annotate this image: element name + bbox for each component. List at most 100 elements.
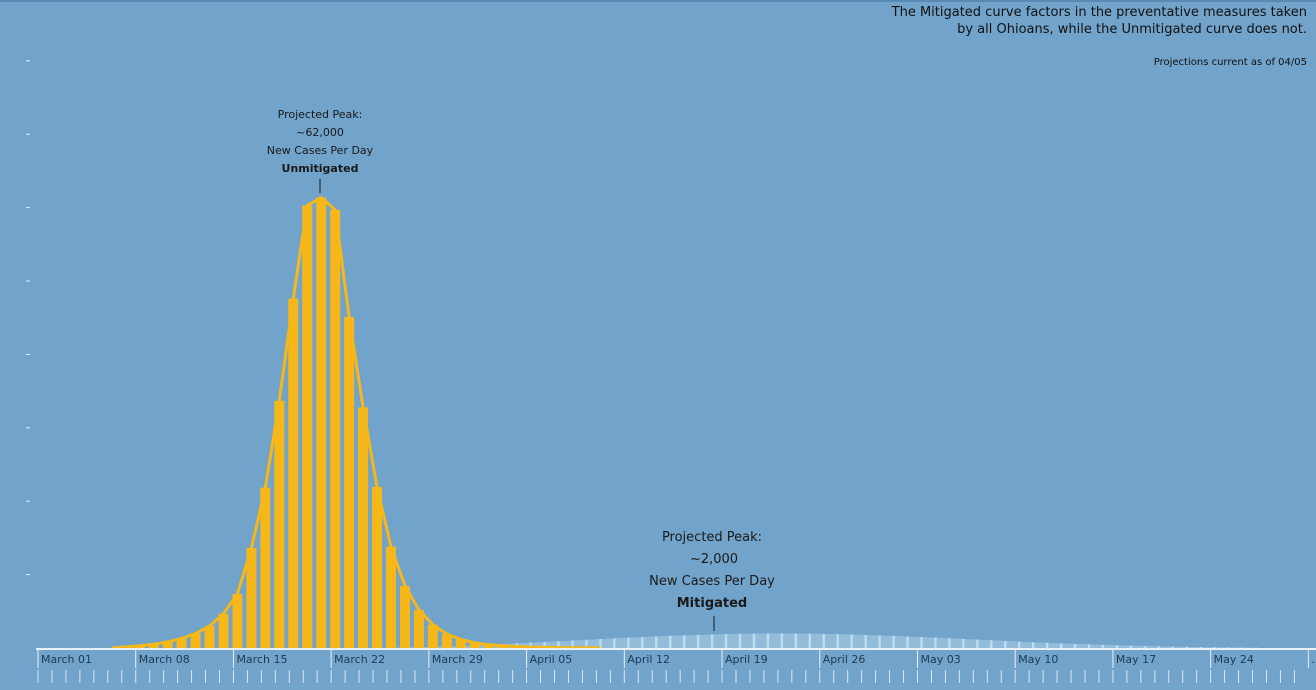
x-tick-label: March 01	[41, 653, 92, 666]
mitigated-bar	[696, 634, 700, 648]
unmitigated-annotation-label: Unmitigated	[282, 162, 359, 175]
mitigated-bar	[1157, 646, 1160, 648]
mitigated-bar	[571, 640, 574, 648]
unmitigated-annotation-line-3: New Cases Per Day	[267, 144, 374, 157]
mitigated-bar	[599, 639, 602, 648]
unmitigated-bar	[441, 634, 452, 648]
x-tick-label: May 24	[1214, 653, 1254, 666]
unmitigated-bar	[372, 486, 383, 648]
mitigated-bar	[543, 641, 546, 648]
unmitigated-bar	[358, 407, 369, 648]
x-tick-label: March 08	[139, 653, 190, 666]
unmitigated-bar	[176, 638, 187, 648]
mitigated-bar	[878, 635, 881, 648]
unmitigated-bar	[302, 205, 313, 648]
x-tick-label: ..	[1311, 653, 1316, 666]
mitigated-bar	[641, 636, 644, 648]
unmitigated-bar	[316, 197, 327, 648]
mitigated-bar	[906, 636, 909, 648]
chart-note-line-2: by all Ohioans, while the Unmitigated cu…	[957, 22, 1307, 37]
mitigated-bar	[934, 637, 937, 648]
x-tick-label: March 29	[432, 653, 483, 666]
y-axis-ticks	[26, 60, 30, 576]
mitigated-bar	[557, 641, 560, 648]
unmitigated-bar	[469, 642, 480, 648]
x-tick-label: April 12	[627, 653, 670, 666]
mitigated-bar	[1018, 641, 1021, 648]
x-tick-label: March 15	[236, 653, 287, 666]
mitigated-bar	[1101, 644, 1105, 648]
x-tick-label: April 26	[823, 653, 866, 666]
unmitigated-bar	[148, 644, 159, 648]
mitigated-bar	[669, 635, 672, 648]
mitigated-bar	[864, 634, 867, 648]
mitigated-bar	[822, 633, 825, 648]
unmitigated-line	[111, 196, 601, 650]
mitigated-bar	[1087, 644, 1091, 648]
unmitigated-annotation-value: ~62,000	[296, 126, 344, 139]
x-tick-label: March 22	[334, 653, 385, 666]
mitigated-bar	[1004, 640, 1007, 648]
mitigated-bar	[1143, 646, 1147, 648]
mitigated-bar	[948, 638, 951, 648]
mitigated-bars	[361, 633, 1258, 648]
unmitigated-peak-annotation: Projected Peak: ~62,000 New Cases Per Da…	[267, 108, 374, 193]
mitigated-bar	[990, 640, 993, 648]
unmitigated-bar	[190, 633, 201, 648]
mitigated-bar	[1129, 645, 1133, 648]
mitigated-bar	[627, 637, 630, 648]
unmitigated-bar	[427, 624, 438, 648]
mitigated-annotation-value: ~2,000	[690, 552, 738, 567]
mitigated-bar	[850, 634, 853, 648]
unmitigated-bar	[218, 613, 229, 648]
mitigated-bar	[1227, 647, 1230, 648]
unmitigated-annotation-line-1: Projected Peak:	[278, 108, 363, 121]
mitigated-bar	[962, 638, 965, 648]
x-tick-label: May 10	[1018, 653, 1058, 666]
mitigated-bar	[682, 635, 686, 648]
unmitigated-bar	[246, 548, 257, 648]
mitigated-bar	[1213, 647, 1216, 648]
mitigated-annotation-line-1: Projected Peak:	[662, 530, 762, 545]
mitigated-bar	[585, 639, 588, 648]
unmitigated-bar	[455, 639, 466, 648]
mitigated-peak-annotation: Projected Peak: ~2,000 New Cases Per Day…	[649, 530, 775, 631]
unmitigated-bar	[274, 400, 285, 648]
mitigated-bar	[976, 639, 979, 648]
mitigated-bar	[808, 633, 811, 648]
mitigated-bar	[1045, 642, 1049, 648]
unmitigated-bar	[204, 626, 215, 648]
mitigated-bar	[1185, 646, 1188, 648]
mitigated-bar	[710, 634, 714, 648]
mitigated-bar	[1059, 643, 1063, 648]
chart-note: The Mitigated curve factors in the preve…	[607, 4, 1307, 38]
mitigated-bar	[920, 637, 923, 648]
mitigated-bar	[529, 642, 532, 648]
unmitigated-bar	[288, 298, 299, 648]
x-axis: March 01 March 08 March 15 March 22 March 29…	[37, 650, 1316, 683]
mitigated-bar	[613, 638, 616, 648]
unmitigated-bar	[483, 644, 494, 648]
mitigated-bar	[766, 633, 770, 648]
mitigated-annotation-label: Mitigated	[677, 596, 747, 611]
top-border	[0, 0, 1316, 2]
mitigated-bar	[1115, 645, 1119, 648]
mitigated-area	[363, 633, 1257, 648]
mitigated-bar	[780, 633, 784, 648]
mitigated-bar	[1073, 643, 1077, 648]
mitigated-annotation-line-3: New Cases Per Day	[649, 574, 775, 589]
mitigated-bar	[1031, 642, 1035, 648]
unmitigated-bar	[386, 546, 396, 648]
mitigated-bar	[1171, 646, 1174, 648]
unmitigated-bars	[120, 197, 606, 648]
unmitigated-bar	[232, 594, 243, 648]
mitigated-bar	[724, 634, 728, 648]
unmitigated-bar	[413, 610, 424, 648]
mitigated-bar	[836, 634, 839, 648]
mitigated-bar	[892, 635, 895, 648]
unmitigated-bar	[344, 317, 355, 648]
mitigated-bar	[1199, 647, 1202, 648]
projection-date-note: Projections current as of 04/05	[1153, 57, 1307, 68]
chart-note-line-1: The Mitigated curve factors in the preve…	[891, 5, 1307, 20]
